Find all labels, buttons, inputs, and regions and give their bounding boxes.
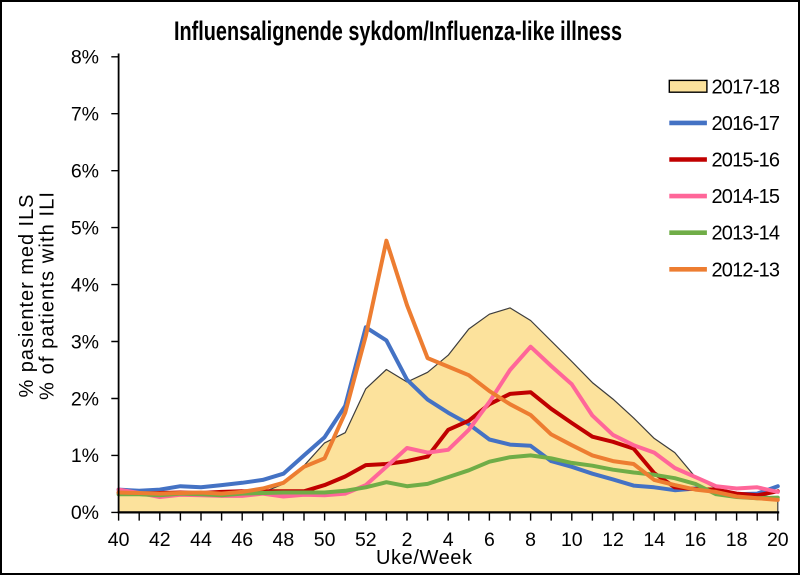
svg-text:42: 42 [149,529,171,551]
svg-text:7%: 7% [71,104,99,126]
svg-text:2012-13: 2012-13 [712,259,781,281]
svg-text:18: 18 [726,529,748,551]
svg-text:2015-16: 2015-16 [712,150,781,172]
svg-text:6: 6 [484,529,495,551]
svg-text:48: 48 [273,529,295,551]
svg-text:1%: 1% [71,445,99,467]
svg-text:% pasienter med ILS: % pasienter med ILS [16,195,38,398]
svg-text:2014-15: 2014-15 [712,186,781,208]
svg-text:0%: 0% [71,502,99,524]
svg-text:12: 12 [602,529,624,551]
svg-text:2%: 2% [71,388,99,410]
svg-text:52: 52 [355,529,377,551]
svg-text:2013-14: 2013-14 [712,223,781,245]
svg-text:8: 8 [525,529,536,551]
svg-text:16: 16 [685,529,707,551]
svg-text:10: 10 [561,529,583,551]
svg-text:46: 46 [231,529,253,551]
svg-text:4: 4 [443,529,454,551]
svg-text:8%: 8% [71,47,99,69]
svg-text:2: 2 [402,529,413,551]
svg-text:5%: 5% [71,217,99,239]
svg-text:% of patients with ILI: % of patients with ILI [37,192,59,400]
svg-text:2016-17: 2016-17 [712,113,781,135]
svg-text:20: 20 [767,529,789,551]
svg-text:3%: 3% [71,331,99,353]
svg-text:14: 14 [643,529,665,551]
svg-text:2017-18: 2017-18 [712,76,781,98]
svg-text:44: 44 [190,529,212,551]
svg-text:40: 40 [108,529,130,551]
svg-text:50: 50 [314,529,336,551]
svg-text:6%: 6% [71,161,99,183]
svg-text:Influensalignende sykdom/Influ: Influensalignende sykdom/Influenza-like … [174,16,622,46]
svg-text:Uke/Week: Uke/Week [376,547,473,569]
svg-text:4%: 4% [71,274,99,296]
